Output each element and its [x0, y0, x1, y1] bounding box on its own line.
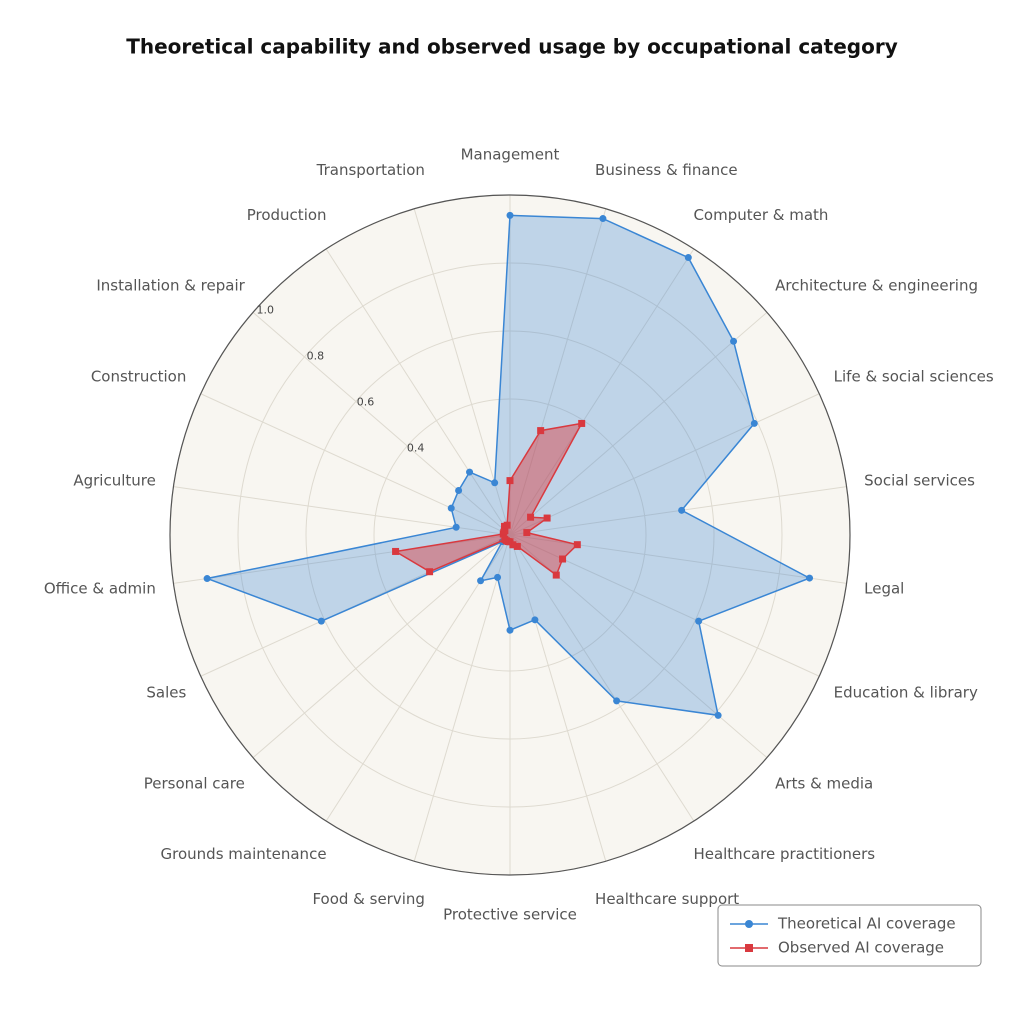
- point-marker: [552, 571, 560, 579]
- legend-marker: [745, 920, 753, 928]
- point-marker: [466, 468, 474, 476]
- category-label: Transportation: [316, 161, 425, 179]
- point-marker: [573, 541, 581, 549]
- category-label: Healthcare practitioners: [693, 845, 875, 863]
- spoke: [252, 534, 511, 759]
- point-marker: [613, 697, 621, 705]
- point-marker: [578, 419, 586, 427]
- point-marker: [678, 506, 686, 514]
- category-label: Social services: [864, 471, 975, 489]
- spoke: [509, 534, 847, 584]
- category-label: Legal: [864, 580, 904, 598]
- category-label: Education & library: [834, 683, 978, 701]
- spoke: [509, 208, 607, 536]
- spoke: [509, 534, 607, 862]
- point-marker: [506, 626, 514, 634]
- category-label: Office & admin: [44, 580, 156, 598]
- point-marker: [750, 419, 758, 427]
- category-label: Food & serving: [312, 890, 425, 908]
- spoke: [509, 393, 820, 536]
- point-marker: [494, 573, 502, 581]
- point-marker: [203, 575, 211, 583]
- point-marker: [531, 616, 539, 624]
- category-label: Architecture & engineering: [775, 277, 978, 295]
- point-marker: [506, 477, 514, 485]
- point-marker: [695, 617, 703, 625]
- point-marker: [477, 577, 485, 585]
- category-label: Life & social sciences: [834, 368, 994, 386]
- point-marker: [501, 527, 509, 535]
- spoke: [509, 534, 695, 822]
- point-marker: [317, 617, 325, 625]
- point-marker: [684, 254, 692, 262]
- category-label: Sales: [146, 683, 186, 701]
- category-label: Business & finance: [595, 161, 738, 179]
- point-marker: [455, 486, 463, 494]
- point-marker: [527, 513, 535, 521]
- point-marker: [599, 215, 607, 223]
- point-marker: [491, 479, 499, 487]
- radial-tick-label: 0.8: [307, 350, 325, 363]
- point-marker: [523, 529, 531, 537]
- chart-title: Theoretical capability and observed usag…: [126, 35, 898, 59]
- radial-tick-label: 1.0: [256, 304, 274, 317]
- legend-box: [717, 904, 982, 967]
- category-label: Management: [461, 146, 560, 164]
- point-marker: [806, 574, 814, 582]
- point-marker: [730, 337, 738, 345]
- category-label: Agriculture: [73, 471, 156, 489]
- point-marker: [537, 427, 545, 435]
- point-marker: [501, 535, 509, 543]
- legend-marker: [745, 944, 753, 952]
- category-label: Construction: [91, 368, 187, 386]
- point-marker: [506, 211, 514, 219]
- point-marker: [503, 521, 511, 529]
- spoke: [413, 534, 511, 862]
- category-label: Computer & math: [693, 206, 828, 224]
- legend-label: Theoretical AI coverage: [777, 915, 956, 933]
- category-label: Arts & media: [775, 774, 873, 792]
- category-label: Installation & repair: [96, 277, 245, 295]
- category-label: Grounds maintenance: [161, 845, 327, 863]
- category-label: Protective service: [443, 906, 577, 924]
- point-marker: [513, 542, 521, 550]
- spoke: [252, 311, 511, 536]
- point-marker: [559, 555, 567, 563]
- point-marker: [392, 547, 400, 555]
- point-marker: [714, 711, 722, 719]
- spoke: [325, 248, 511, 536]
- point-marker: [447, 504, 455, 512]
- spoke: [509, 248, 695, 536]
- spoke: [173, 534, 511, 584]
- spoke: [200, 393, 511, 536]
- radial-tick-label: 0.6: [357, 396, 375, 409]
- point-marker: [452, 523, 460, 531]
- point-marker: [543, 514, 551, 522]
- category-label: Production: [247, 206, 327, 224]
- point-marker: [426, 568, 434, 576]
- category-label: Personal care: [144, 774, 245, 792]
- category-label: Healthcare support: [595, 890, 739, 908]
- plot-border: [169, 194, 851, 876]
- legend: Theoretical AI coverage Observed AI cover…: [717, 904, 982, 967]
- spoke: [509, 311, 768, 536]
- radial-tick-label: 0.4: [407, 442, 425, 455]
- legend-label: Observed AI coverage: [778, 939, 944, 957]
